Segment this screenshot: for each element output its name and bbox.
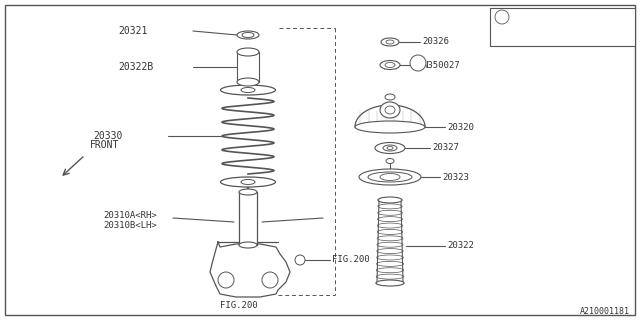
Ellipse shape xyxy=(239,189,257,195)
Ellipse shape xyxy=(380,60,400,69)
Ellipse shape xyxy=(355,121,425,133)
Ellipse shape xyxy=(241,180,255,185)
Ellipse shape xyxy=(221,85,275,95)
Text: FRONT: FRONT xyxy=(90,140,120,150)
Ellipse shape xyxy=(385,62,395,68)
Circle shape xyxy=(295,255,305,265)
Text: 20310B<LH>: 20310B<LH> xyxy=(103,221,157,230)
Ellipse shape xyxy=(375,142,405,154)
Ellipse shape xyxy=(383,145,397,151)
Ellipse shape xyxy=(237,48,259,56)
Circle shape xyxy=(410,55,426,71)
Circle shape xyxy=(218,272,234,288)
Text: 20322B: 20322B xyxy=(118,62,153,72)
Ellipse shape xyxy=(378,197,402,203)
Text: <-1407>: <-1407> xyxy=(589,12,621,21)
Text: <1407->: <1407-> xyxy=(589,31,621,41)
Text: 20330: 20330 xyxy=(93,131,122,141)
Ellipse shape xyxy=(376,280,404,286)
Text: N350028: N350028 xyxy=(529,12,561,21)
Text: N380015: N380015 xyxy=(529,31,561,41)
Ellipse shape xyxy=(387,147,393,149)
Ellipse shape xyxy=(221,177,275,187)
Ellipse shape xyxy=(380,173,400,180)
Ellipse shape xyxy=(385,106,395,114)
Text: 20327: 20327 xyxy=(432,143,459,153)
Text: 1: 1 xyxy=(415,59,420,68)
Ellipse shape xyxy=(380,102,400,118)
Ellipse shape xyxy=(368,172,412,182)
Ellipse shape xyxy=(242,33,254,37)
Circle shape xyxy=(495,10,509,24)
Ellipse shape xyxy=(241,87,255,92)
Bar xyxy=(237,52,259,82)
Text: N350027: N350027 xyxy=(422,60,460,69)
Ellipse shape xyxy=(359,169,421,185)
Ellipse shape xyxy=(381,38,399,46)
Text: 20310A<RH>: 20310A<RH> xyxy=(103,211,157,220)
Ellipse shape xyxy=(385,94,395,100)
Ellipse shape xyxy=(386,40,394,44)
Bar xyxy=(239,192,257,245)
Ellipse shape xyxy=(239,242,257,248)
Ellipse shape xyxy=(237,31,259,39)
Text: 20322: 20322 xyxy=(447,242,474,251)
Ellipse shape xyxy=(386,158,394,164)
Text: 20326: 20326 xyxy=(422,37,449,46)
Text: 20321: 20321 xyxy=(118,26,147,36)
Text: FIG.200: FIG.200 xyxy=(332,255,370,265)
Text: 1: 1 xyxy=(500,12,504,21)
Text: A210001181: A210001181 xyxy=(580,308,630,316)
Bar xyxy=(490,8,635,46)
Text: FIG.200: FIG.200 xyxy=(220,300,258,309)
Circle shape xyxy=(262,272,278,288)
Text: 20320: 20320 xyxy=(447,123,474,132)
Text: 20323: 20323 xyxy=(442,172,469,181)
Ellipse shape xyxy=(237,78,259,86)
